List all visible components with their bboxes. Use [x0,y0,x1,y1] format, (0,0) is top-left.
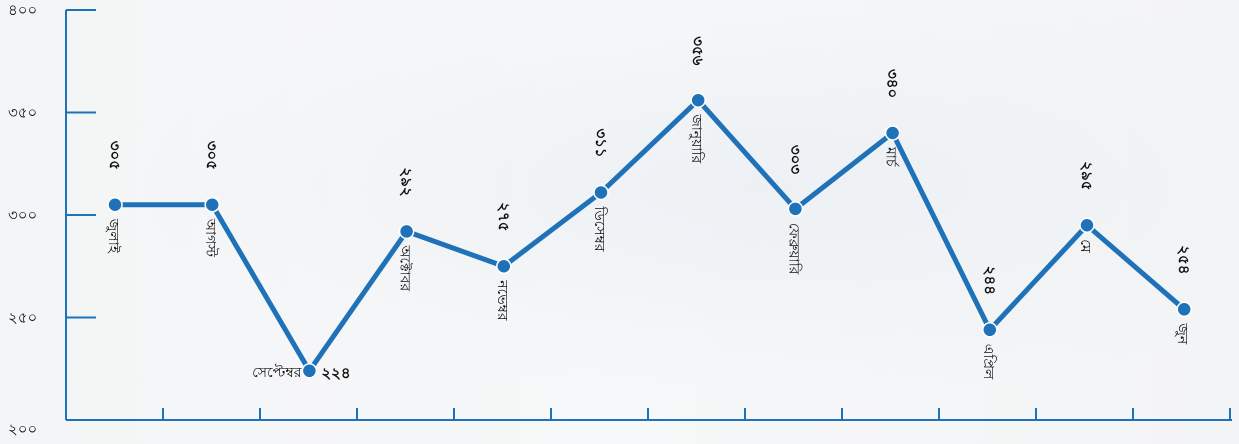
y-tick-label: ৩৫০ [8,104,37,122]
y-tick-label: ৪০০ [8,1,37,19]
data-point [690,92,706,108]
data-label: ৩০৫ [106,141,124,170]
category-label: আগস্ট [202,218,219,258]
series-line [112,97,1187,374]
category-label: মে [1077,239,1093,253]
data-point [301,363,318,379]
data-label: ৩৫৬ [689,36,707,65]
category-label: জানুয়ারি [688,113,705,163]
data-point [107,197,123,213]
data-label: ২২৪ [321,364,350,382]
data-label: ৩৪০ [884,69,902,98]
data-point [884,125,901,141]
category-label: জুলাই [105,218,122,254]
data-point [593,184,609,201]
y-tick-label: ২৫০ [8,309,37,327]
data-label: ৩০৩ [786,145,804,175]
data-label: ২৯২ [398,167,416,196]
data-label: ২৭৫ [495,202,513,231]
data-point [204,197,220,213]
data-point [496,258,512,274]
data-point [1079,217,1095,233]
data-label: ৩১১ [592,128,610,157]
category-label: ফেব্রুয়ারি [785,223,802,275]
y-tick-label: ৩০০ [8,206,37,224]
data-label: ২৫৪ [1175,245,1193,274]
category-label: জুন [1174,322,1190,345]
data-point [982,322,998,338]
data-label: ২৯৫ [1078,161,1096,190]
category-label: সেপ্টেম্বর [252,364,302,381]
data-label: ৩০৫ [203,141,221,170]
y-tick-label: ২০০ [8,420,37,438]
data-point [787,201,804,217]
data-label: ২৪৪ [981,266,999,295]
category-label: ডিসেম্বর [591,205,608,251]
category-label: এপ্রিল [980,344,997,380]
category-label: নভেম্বর [494,279,510,321]
data-point [1176,301,1192,318]
data-point [398,223,415,240]
category-label: অক্টোবর [397,244,413,291]
category-label: মার্চ [883,146,900,167]
